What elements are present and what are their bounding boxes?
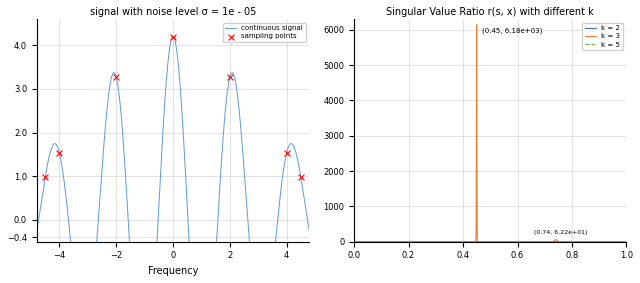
k = 3 (574, 240, 582, 243)
k = 2 (527, 240, 535, 243)
k = 5 (554, 240, 562, 243)
k = 2 (350, 240, 358, 243)
sampling points (225, 75, 235, 80)
k = 2 (454, 240, 462, 243)
sampling points (40, 174, 51, 179)
continuous signal (44, 160, 52, 163)
k = 2 (554, 240, 561, 243)
k = 3 (454, 240, 462, 243)
continuous signal (166, 45, 173, 48)
k = 2 (623, 240, 630, 243)
X-axis label: Frequency: Frequency (148, 266, 198, 276)
k = 5 (513, 240, 521, 243)
sampling points (168, 34, 178, 39)
Text: (0.74, 6.22e+01): (0.74, 6.22e+01) (534, 230, 588, 235)
continuous signal (296, 170, 304, 174)
Title: signal with noise level σ = 1e - 05: signal with noise level σ = 1e - 05 (90, 7, 256, 17)
k = 3 (527, 240, 535, 243)
k = 2 (399, 240, 407, 243)
Line: continuous signal: continuous signal (31, 37, 315, 283)
k = 3 (623, 240, 630, 243)
k = 5 (399, 240, 407, 243)
k = 3 (554, 239, 561, 243)
sampling points (282, 151, 292, 156)
k = 3 (473, 23, 481, 26)
k = 5 (554, 240, 561, 243)
Title: Singular Value Ratio r(s, x) with different k: Singular Value Ratio r(s, x) with differ… (387, 7, 594, 17)
Legend: k = 2, k = 3, k = 5: k = 2, k = 3, k = 5 (582, 23, 623, 50)
continuous signal (169, 35, 177, 38)
continuous signal (311, 255, 319, 259)
k = 5 (350, 240, 358, 243)
k = 5 (623, 240, 630, 243)
sampling points (296, 174, 306, 179)
continuous signal (28, 255, 35, 259)
continuous signal (39, 190, 47, 194)
k = 5 (574, 240, 582, 243)
sampling points (54, 151, 65, 156)
k = 2 (513, 240, 521, 243)
k = 3 (514, 240, 522, 243)
continuous signal (29, 251, 36, 254)
Line: k = 3: k = 3 (354, 25, 627, 242)
k = 5 (527, 240, 535, 243)
Legend: continuous signal, sampling points: continuous signal, sampling points (223, 23, 306, 42)
sampling points (111, 75, 122, 80)
k = 3 (399, 240, 407, 243)
k = 2 (574, 240, 582, 243)
k = 5 (454, 240, 462, 243)
Text: (0.45, 6.18e+03): (0.45, 6.18e+03) (482, 27, 543, 34)
k = 3 (350, 240, 358, 243)
